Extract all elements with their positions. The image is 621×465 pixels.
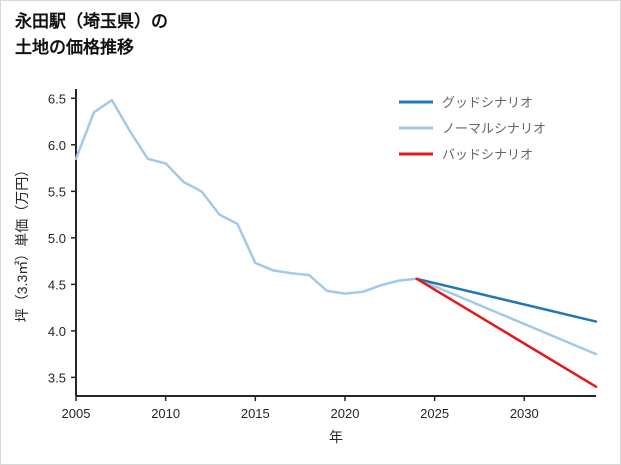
- y-tick-label: 3.5: [48, 370, 66, 385]
- y-tick-label: 6.5: [48, 91, 66, 106]
- series-line-バッドシナリオ: [415, 277, 598, 388]
- y-tick-label: 5.5: [48, 184, 66, 199]
- x-tick-label: 2025: [420, 406, 449, 421]
- y-axis-title: 坪（3.3㎡）単価（万円）: [14, 163, 30, 322]
- chart-title-line1: 永田駅（埼玉県）の: [15, 12, 168, 31]
- x-tick-label: 2010: [151, 406, 180, 421]
- x-axis-title: 年: [329, 429, 343, 445]
- chart-title-line2: 土地の価格推移: [15, 38, 134, 58]
- legend-label-グッドシナリオ: グッドシナリオ: [442, 95, 533, 110]
- y-tick-label: 4.5: [48, 277, 66, 292]
- legend-label-バッドシナリオ: バッドシナリオ: [442, 147, 533, 162]
- chart-title: 永田駅（埼玉県）の 土地の価格推移: [15, 9, 168, 62]
- legend-label-ノーマルシナリオ: ノーマルシナリオ: [442, 121, 546, 136]
- series-line-グッドシナリオ: [415, 277, 598, 323]
- x-tick-label: 2030: [510, 406, 539, 421]
- y-tick-label: 5.0: [48, 231, 66, 246]
- x-tick-label: 2005: [62, 406, 91, 421]
- x-tick-label: 2020: [331, 406, 360, 421]
- series-line-ノーマルシナリオ: [74, 98, 598, 356]
- y-tick-label: 6.0: [48, 138, 66, 153]
- y-tick-label: 4.0: [48, 324, 66, 339]
- x-tick-label: 2015: [241, 406, 270, 421]
